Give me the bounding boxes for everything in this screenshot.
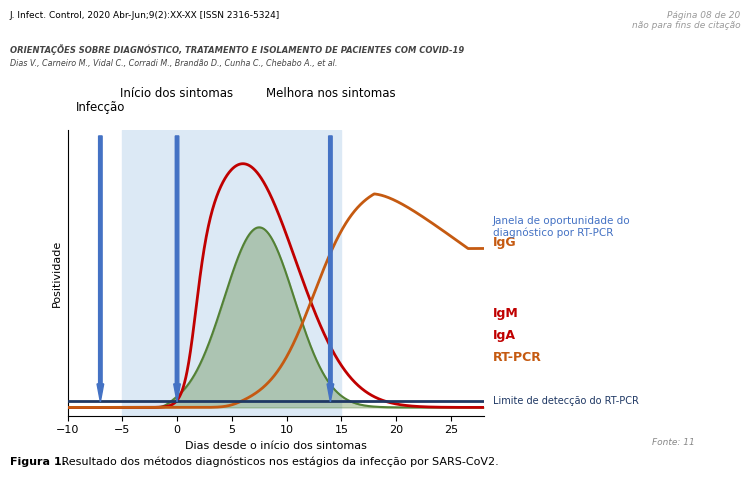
Bar bbox=[122, 130, 341, 416]
Text: RT-PCR: RT-PCR bbox=[493, 351, 542, 364]
Text: Figura 1.: Figura 1. bbox=[10, 457, 66, 466]
Text: Fonte: 11: Fonte: 11 bbox=[652, 438, 695, 447]
Text: Resultado dos métodos diagnósticos nos estágios da infecção por SARS-CoV2.: Resultado dos métodos diagnósticos nos e… bbox=[58, 457, 500, 467]
Y-axis label: Positividade: Positividade bbox=[52, 240, 62, 307]
Text: Dias V., Carneiro M., Vidal C., Corradi M., Brandão D., Cunha C., Chebabo A., et: Dias V., Carneiro M., Vidal C., Corradi … bbox=[10, 59, 338, 68]
Text: Página 08 de 20
não para fins de citação: Página 08 de 20 não para fins de citação bbox=[632, 11, 740, 30]
Text: ORIENTAÇÕES SOBRE DIAGNÓSTICO, TRATAMENTO E ISOLAMENTO DE PACIENTES COM COVID-19: ORIENTAÇÕES SOBRE DIAGNÓSTICO, TRATAMENT… bbox=[10, 44, 464, 55]
Text: Limite de detecção do RT-PCR: Limite de detecção do RT-PCR bbox=[493, 396, 638, 405]
Text: IgG: IgG bbox=[493, 237, 516, 249]
X-axis label: Dias desde o início dos sintomas: Dias desde o início dos sintomas bbox=[184, 441, 367, 451]
Text: IgA: IgA bbox=[493, 329, 516, 342]
Text: Início dos sintomas: Início dos sintomas bbox=[121, 87, 233, 100]
Text: Janela de oportunidade do
diagnóstico por RT-PCR: Janela de oportunidade do diagnóstico po… bbox=[493, 216, 630, 239]
FancyArrow shape bbox=[327, 136, 334, 402]
FancyArrow shape bbox=[97, 136, 104, 402]
FancyArrow shape bbox=[174, 136, 180, 402]
Text: IgM: IgM bbox=[493, 307, 518, 320]
Text: Infecção: Infecção bbox=[76, 101, 125, 114]
Text: Melhora nos sintomas: Melhora nos sintomas bbox=[266, 87, 395, 100]
Text: J. Infect. Control, 2020 Abr-Jun;9(2):XX-XX [ISSN 2316-5324]: J. Infect. Control, 2020 Abr-Jun;9(2):XX… bbox=[10, 11, 280, 20]
